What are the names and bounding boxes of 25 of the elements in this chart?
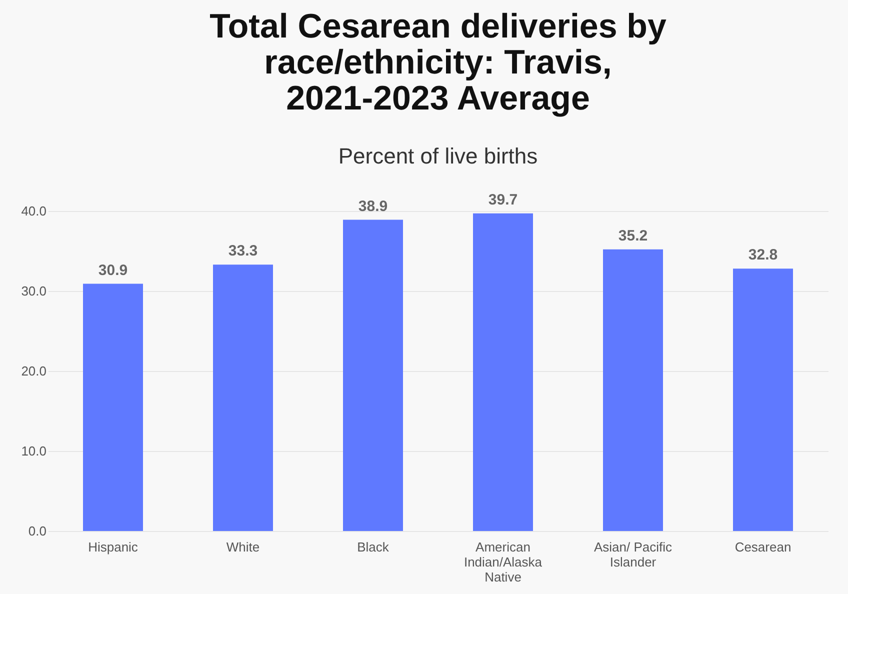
chart-subtitle: Percent of live births — [338, 143, 538, 168]
x-tick-label: Black — [357, 540, 390, 554]
data-label: 30.9 — [98, 262, 128, 279]
x-tick-label: Cesarean — [734, 540, 792, 554]
data-label: 39.7 — [488, 191, 518, 208]
bar — [473, 213, 533, 531]
bar — [733, 268, 793, 531]
x-tick-label: White — [226, 540, 260, 554]
data-label: 33.3 — [228, 242, 258, 260]
bar — [213, 264, 273, 531]
data-label: 32.8 — [748, 246, 778, 264]
x-tick-label: Asian/ Pacific Islander — [594, 540, 673, 570]
bar — [603, 249, 663, 531]
bar — [83, 284, 143, 531]
data-label: 38.9 — [358, 198, 388, 215]
y-tick-label: 10.0 — [21, 444, 46, 458]
bar — [343, 220, 403, 531]
x-tick-label: American Indian/Alaska Native — [464, 540, 543, 584]
y-tick-label: 40.0 — [21, 204, 46, 218]
x-tick-label: Hispanic — [88, 540, 138, 554]
y-tick-label: 0.0 — [28, 524, 46, 538]
y-tick-label: 20.0 — [21, 364, 46, 378]
chart-title: Total Cesarean deliveries by race/ethnicity: Travis, 2021-2023 Average — [210, 7, 666, 118]
data-label: 35.2 — [618, 227, 648, 244]
y-tick-label: 30.0 — [21, 284, 46, 298]
